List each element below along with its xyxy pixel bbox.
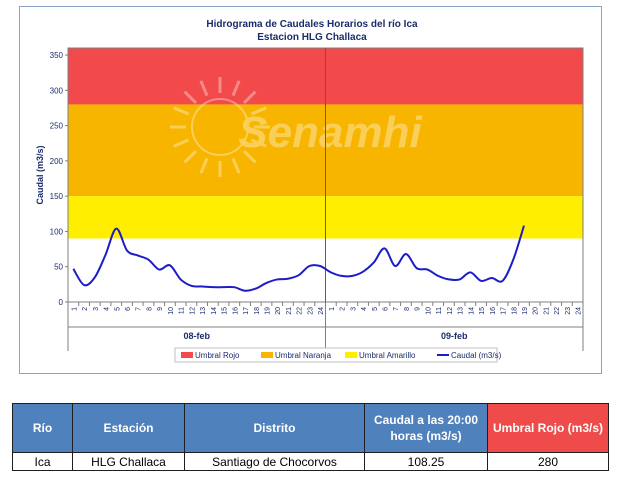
y-tick-label: 0 — [59, 298, 64, 307]
legend-label: Caudal (m3/s) — [451, 351, 502, 360]
x-tick-label: 20 — [275, 307, 282, 315]
chart-title: Hidrograma de Caudales Horarios del río … — [206, 19, 418, 30]
legend-label: Umbral Naranja — [275, 351, 332, 360]
x-tick-label: 18 — [511, 307, 518, 315]
x-tick-label: 6 — [383, 307, 390, 311]
x-tick-label: 5 — [114, 307, 121, 311]
y-tick-label: 200 — [50, 157, 64, 166]
x-tick-label: 15 — [222, 307, 229, 315]
hydrograph-chart: Hidrograma de Caudales Horarios del río … — [35, 19, 584, 363]
x-tick-label: 2 — [82, 307, 89, 311]
x-tick-label: 9 — [415, 307, 422, 311]
y-tick-label: 50 — [54, 263, 63, 272]
x-tick-label: 21 — [286, 307, 293, 315]
x-tick-label: 17 — [243, 307, 250, 315]
x-tick-label: 24 — [576, 307, 583, 315]
x-tick-label: 7 — [136, 307, 143, 311]
x-tick-label: 16 — [232, 307, 239, 315]
x-tick-label: 17 — [501, 307, 508, 315]
header-estacion: Estación — [72, 403, 185, 453]
x-tick-label: 18 — [254, 307, 261, 315]
x-tick-label: 3 — [93, 307, 100, 311]
x-tick-label: 5 — [372, 307, 379, 311]
header-umbral-rojo: Umbral Rojo (m3/s) — [487, 403, 609, 453]
y-tick-label: 300 — [50, 86, 64, 95]
y-tick-label: 350 — [50, 51, 64, 60]
header-rio: Río — [12, 403, 73, 453]
x-tick-label: 2 — [340, 307, 347, 311]
x-tick-label: 20 — [533, 307, 540, 315]
y-tick-label: 150 — [50, 192, 64, 201]
table-header-row: Río Estación Distrito Caudal a las 20:00… — [12, 403, 609, 453]
header-distrito: Distrito — [184, 403, 365, 453]
x-tick-label: 14 — [211, 307, 218, 315]
x-tick-label: 19 — [264, 307, 271, 315]
x-tick-label: 22 — [297, 307, 304, 315]
x-tick-label: 3 — [350, 307, 357, 311]
x-tick-label: 22 — [554, 307, 561, 315]
legend-swatch-umbral-rojo — [181, 352, 193, 358]
y-tick-label: 100 — [50, 227, 64, 236]
x-tick-label: 11 — [436, 307, 443, 314]
x-tick-label: 23 — [565, 307, 572, 315]
cell-estacion: HLG Challaca — [72, 452, 185, 471]
y-tick-label: 250 — [50, 122, 64, 131]
x-tick-label: 4 — [361, 307, 368, 311]
x-tick-label: 12 — [447, 307, 454, 315]
watermark-text: Senamhi — [238, 108, 422, 157]
series-line-caudal — [72, 225, 525, 292]
x-tick-label: 1 — [329, 307, 336, 311]
x-tick-label: 11 — [179, 307, 186, 314]
chart-subtitle: Estacion HLG Challaca — [257, 32, 367, 43]
y-axis-label: Caudal (m3/s) — [35, 145, 45, 204]
senamhi-watermark: Senamhi — [170, 77, 422, 177]
x-tick-label: 23 — [307, 307, 314, 315]
day-label: 08-feb — [183, 331, 210, 341]
x-tick-label: 24 — [318, 307, 325, 315]
x-tick-label: 21 — [543, 307, 550, 315]
legend-label: Umbral Rojo — [195, 351, 240, 360]
x-tick-label: 12 — [189, 307, 196, 315]
x-tick-label: 4 — [104, 307, 111, 311]
x-tick-label: 10 — [168, 307, 175, 315]
header-caudal: Caudal a las 20:00 horas (m3/s) — [364, 403, 488, 453]
x-tick-label: 8 — [146, 307, 153, 311]
x-tick-label: 8 — [404, 307, 411, 311]
day-label: 09-feb — [441, 331, 468, 341]
station-info-table: Río Estación Distrito Caudal a las 20:00… — [12, 403, 609, 471]
cell-umbral: 280 — [487, 452, 609, 471]
x-tick-label: 19 — [522, 307, 529, 315]
legend-swatch-umbral-naranja — [261, 352, 273, 358]
chart-frame: Hidrograma de Caudales Horarios del río … — [19, 6, 602, 374]
x-tick-label: 13 — [200, 307, 207, 315]
legend-swatch-umbral-amarillo — [345, 352, 357, 358]
x-tick-label: 7 — [393, 307, 400, 311]
legend-box — [174, 347, 498, 363]
cell-distrito: Santiago de Chocorvos — [184, 452, 365, 471]
cell-caudal: 108.25 — [364, 452, 488, 471]
cell-rio: Ica — [12, 452, 73, 471]
x-tick-label: 10 — [425, 307, 432, 315]
x-tick-label: 15 — [479, 307, 486, 315]
x-tick-label: 13 — [458, 307, 465, 315]
x-tick-label: 1 — [71, 307, 78, 311]
x-tick-label: 6 — [125, 307, 132, 311]
legend-label: Umbral Amarillo — [359, 351, 416, 360]
x-tick-label: 14 — [468, 307, 475, 315]
table-row: Ica HLG Challaca Santiago de Chocorvos 1… — [12, 452, 609, 471]
x-tick-label: 16 — [490, 307, 497, 315]
x-tick-label: 9 — [157, 307, 164, 311]
